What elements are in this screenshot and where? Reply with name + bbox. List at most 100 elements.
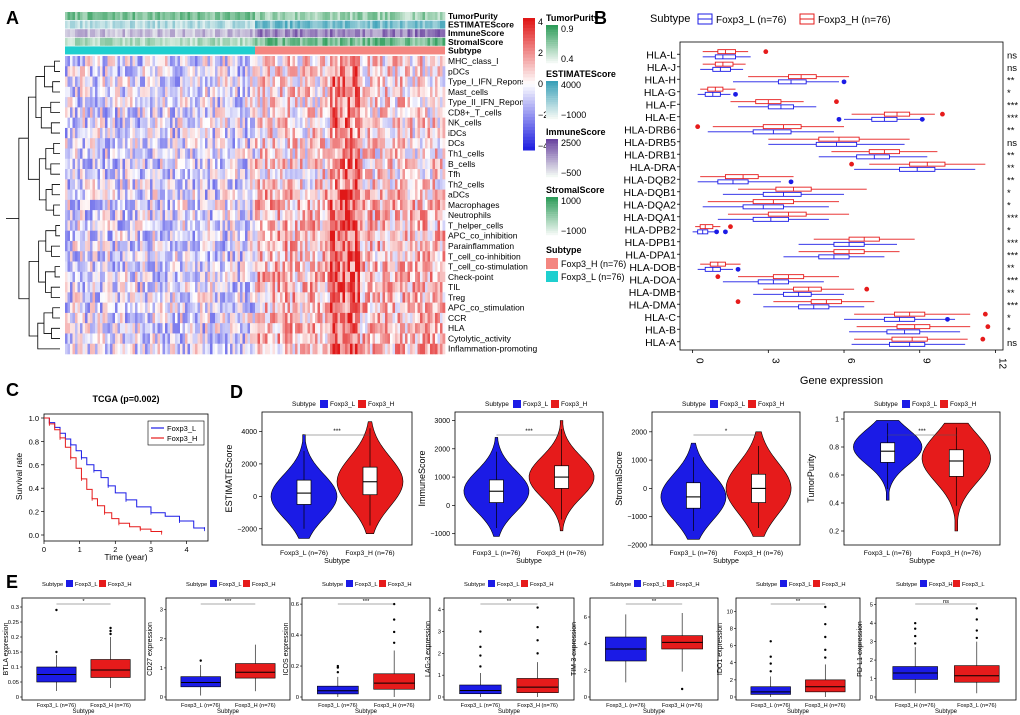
heatmap-cell	[405, 312, 408, 324]
heatmap-cell	[187, 76, 191, 88]
heatmap-cell	[200, 220, 203, 231]
heatmap-cell	[180, 66, 183, 77]
heatmap-cell	[410, 66, 413, 77]
annotation-cell	[177, 29, 181, 38]
heatmap-cell	[222, 343, 226, 355]
heatmap-cell	[67, 343, 71, 355]
heatmap-cell	[177, 66, 181, 77]
heatmap-cell	[335, 333, 338, 345]
heatmap-cell	[367, 179, 371, 190]
heatmap-cell	[182, 189, 186, 201]
heatmap-cell	[292, 148, 296, 160]
heatmap-cell	[167, 230, 171, 242]
heatmap-cell	[95, 251, 98, 262]
heatmap-cell	[427, 302, 431, 314]
heatmap-cell	[437, 333, 441, 345]
heatmap-cell	[385, 179, 388, 190]
heatmap-cell	[240, 210, 243, 221]
heatmap-cell	[180, 117, 183, 129]
heatmap-cell	[312, 66, 316, 77]
heatmap-cell	[120, 127, 123, 139]
heatmap-cell	[102, 282, 106, 293]
heatmap-cell	[125, 66, 128, 77]
heatmap-cell	[167, 240, 171, 252]
annotation-cell	[362, 12, 366, 20]
heatmap-cell	[110, 220, 113, 231]
annotation-cell	[197, 12, 201, 20]
heatmap-cell	[107, 282, 111, 293]
heatmap-cell	[137, 251, 141, 262]
heatmap-cell	[432, 127, 436, 139]
heatmap-cell	[217, 210, 221, 221]
heatmap-cell	[195, 127, 198, 139]
heatmap-cell	[290, 261, 293, 273]
heatmap-cell	[280, 127, 283, 139]
heatmap-cell	[197, 117, 201, 129]
heatmap-cell	[432, 261, 436, 273]
heatmap-cell	[200, 312, 203, 324]
heatmap-cell	[110, 107, 113, 118]
heatmap-cell	[322, 107, 326, 118]
annotation-cell	[380, 12, 383, 20]
heatmap-cell	[172, 230, 176, 242]
heatmap-cell	[135, 282, 138, 293]
heatmap-cell	[260, 138, 263, 149]
annotation-cell	[360, 29, 363, 38]
heatmap-cell	[255, 138, 258, 149]
heatmap-cell	[432, 323, 436, 334]
annotation-cell	[412, 29, 416, 38]
heatmap-cell	[345, 97, 348, 108]
heatmap-cell	[387, 199, 391, 211]
heatmap-cell	[305, 302, 308, 314]
heatmap-cell	[355, 302, 358, 314]
annotation-cell	[377, 37, 381, 46]
heatmap-cell	[365, 179, 368, 190]
heatmap-cell	[292, 220, 296, 231]
heatmap-cell	[262, 148, 266, 160]
heatmap-cell	[247, 230, 251, 242]
annotation-row-subtype	[65, 46, 445, 55]
heatmap-cell	[380, 292, 383, 303]
heatmap-cell	[295, 97, 298, 108]
heatmap-cell	[317, 333, 321, 345]
heatmap-cell	[210, 66, 213, 77]
heatmap-cell	[82, 97, 86, 108]
heatmap-cell	[105, 282, 108, 293]
heatmap-cell	[205, 169, 208, 180]
heatmap-cell	[237, 199, 241, 211]
heatmap-cell	[302, 127, 306, 139]
heatmap-cell	[162, 189, 166, 201]
heatmap-cell	[182, 199, 186, 211]
annotation-cell	[287, 29, 291, 38]
heatmap-cell	[267, 117, 271, 129]
annotation-cell	[80, 37, 83, 46]
heatmap-cell	[377, 66, 381, 77]
heatmap-cell	[160, 169, 163, 180]
heatmap-cell	[317, 127, 321, 139]
heatmap-cell	[157, 220, 161, 231]
heatmap-cell	[315, 117, 318, 129]
heatmap-cell	[255, 117, 258, 129]
heatmap-cell	[360, 169, 363, 180]
heatmap-cell	[167, 127, 171, 139]
heatmap-cell	[442, 158, 446, 170]
heatmap-cell	[122, 302, 126, 314]
heatmap-cell	[227, 66, 231, 77]
heatmap-cell	[320, 323, 323, 334]
heatmap-cell	[230, 158, 233, 170]
annotation-cell	[267, 20, 271, 29]
heatmap-cell	[367, 117, 371, 129]
heatmap-cell	[240, 189, 243, 201]
heatmap-cell	[345, 333, 348, 345]
heatmap-cell	[302, 199, 306, 211]
heatmap-cell	[285, 220, 288, 231]
heatmap-cell	[245, 240, 248, 252]
heatmap-cell	[337, 292, 341, 303]
heatmap-cell	[220, 220, 223, 231]
heatmap-cell	[90, 56, 93, 67]
heatmap-cell	[230, 333, 233, 345]
heatmap-cell	[395, 240, 398, 252]
heatmap-cell	[145, 261, 148, 273]
heatmap-cell	[242, 138, 246, 149]
heatmap-cell	[132, 312, 136, 324]
